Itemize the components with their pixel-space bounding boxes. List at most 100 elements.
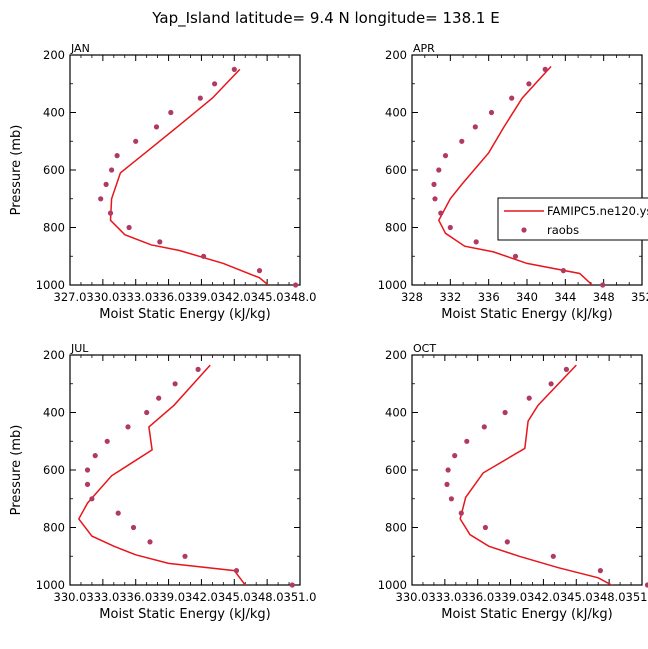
raobs-point (526, 81, 532, 87)
raobs-point (130, 524, 137, 531)
x-tick-label: 345.0 (251, 290, 284, 304)
raobs-point (231, 66, 237, 72)
y-tick-label: 200 (385, 48, 407, 62)
x-axis-label: Moist Static Energy (kJ/kg) (441, 607, 612, 622)
x-tick-label: 339.0 (152, 590, 185, 604)
raobs-point (550, 553, 556, 559)
raobs-point (89, 496, 95, 502)
plot-frame (69, 354, 301, 586)
x-tick-label: 345.0 (218, 590, 251, 604)
raobs-point (98, 196, 104, 202)
raobs-point (458, 510, 464, 516)
y-tick-label: 200 (385, 348, 407, 362)
chart-panel-jan: JAN 327.0 330.0 333.0 336.0 339.0 342.0 345.0 34… (9, 42, 316, 322)
raobs-point (157, 239, 163, 245)
raobs-point (644, 582, 648, 588)
y-tick-label: 400 (43, 106, 65, 120)
x-tick-label: 336.0 (152, 290, 185, 304)
raobs-point (482, 524, 488, 531)
raobs-point (464, 438, 470, 444)
raobs-point (452, 453, 458, 459)
x-axis-label: Moist Static Energy (kJ/kg) (99, 607, 270, 622)
model-line (109, 68, 269, 285)
raobs-point (172, 381, 178, 387)
y-axis-label: Pressure (mb) (9, 425, 24, 516)
y-tick-label: 400 (385, 406, 407, 420)
raobs-point (153, 124, 160, 130)
x-tick-label: 339.0 (494, 590, 527, 604)
y-axis-label: Pressure (mb) (9, 125, 24, 216)
x-tick-label: 330.0 (396, 590, 429, 604)
raobs-point (472, 124, 478, 130)
raobs-point (115, 510, 121, 516)
x-tick-label: 348.0 (251, 590, 284, 604)
raobs-point (436, 167, 442, 173)
y-tick-label: 600 (43, 163, 65, 177)
x-tick-label: 348 (593, 290, 615, 304)
panel-title: JUL (70, 342, 89, 355)
legend-model-label: FAMIPC5.ne120.ys (547, 204, 648, 218)
raobs-point (526, 395, 532, 401)
raobs-point (168, 109, 174, 116)
raobs-point (107, 210, 114, 216)
raobs-point (473, 239, 479, 245)
x-axis-label: Moist Static Energy (kJ/kg) (441, 307, 612, 322)
model-line (437, 65, 593, 285)
raobs-point (597, 568, 604, 574)
x-tick-label: 339.0 (185, 290, 218, 304)
raobs-point (560, 268, 567, 274)
raobs-point (144, 409, 150, 416)
raobs-point (512, 253, 519, 259)
raobs-point (293, 282, 299, 288)
panel-title: APR (413, 42, 435, 55)
raobs-point (195, 366, 201, 372)
y-tick-label: 800 (43, 221, 65, 235)
y-tick-label: 600 (385, 163, 407, 177)
raobs-point (488, 109, 495, 116)
x-tick-label: 342.0 (218, 290, 251, 304)
raobs-point (431, 181, 437, 187)
y-tick-label: 600 (43, 463, 65, 477)
x-tick-label: 333.0 (119, 290, 152, 304)
raobs-point (103, 181, 109, 187)
y-tick-label: 200 (43, 48, 65, 62)
x-tick-label: 336.0 (461, 590, 494, 604)
x-tick-label: 330.0 (86, 290, 119, 304)
raobs-point (233, 568, 240, 574)
plot-frame (69, 54, 301, 286)
raobs-point (212, 81, 218, 87)
x-tick-label: 333.0 (428, 590, 461, 604)
y-tick-label: 600 (385, 463, 407, 477)
raobs-point (447, 224, 453, 231)
x-tick-label: 336.0 (119, 590, 152, 604)
x-tick-label: 348.0 (593, 590, 626, 604)
raobs-point (502, 409, 508, 416)
y-tick-label: 1000 (36, 578, 65, 592)
x-tick-label: 351.0 (284, 590, 317, 604)
raobs-point (109, 167, 115, 173)
x-tick-label: 342.0 (527, 590, 560, 604)
y-tick-label: 1000 (36, 278, 65, 292)
panel-title: OCT (413, 342, 436, 355)
legend-raobs-label: raobs (547, 223, 579, 237)
x-tick-label: 328 (401, 290, 423, 304)
y-tick-label: 200 (43, 348, 65, 362)
x-axis-label: Moist Static Energy (kJ/kg) (99, 307, 270, 322)
model-line (77, 364, 247, 585)
x-tick-label: 330.0 (54, 590, 87, 604)
raobs-point (104, 438, 110, 444)
legend-box (497, 197, 648, 241)
raobs-point (156, 395, 162, 401)
y-tick-label: 400 (43, 406, 65, 420)
raobs-point (114, 153, 120, 159)
figure-title: Yap_Island latitude= 9.4 N longitude= 13… (151, 9, 499, 28)
raobs-point (481, 424, 487, 430)
raobs-point (444, 481, 450, 487)
raobs-point (126, 224, 132, 231)
raobs-point (504, 539, 510, 545)
y-tick-label: 1000 (378, 578, 407, 592)
raobs-point (147, 539, 153, 545)
x-tick-label: 351.0 (626, 590, 648, 604)
